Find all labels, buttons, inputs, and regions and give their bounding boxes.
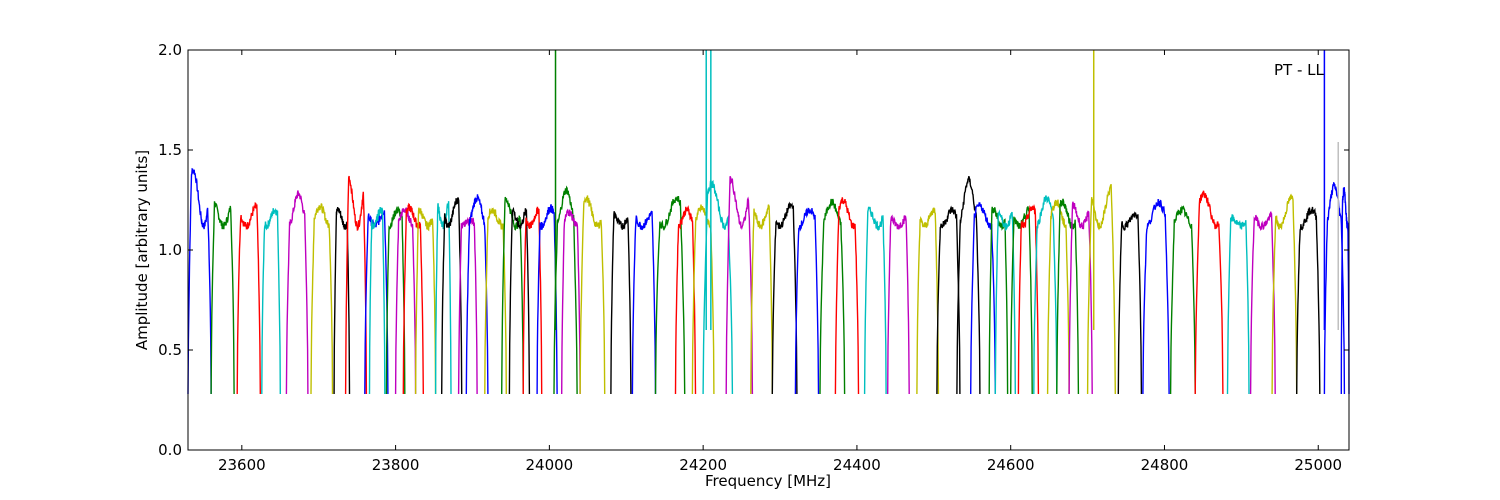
series-line [794,207,820,395]
x-tick-label: 24000 [526,456,574,474]
plot-frame [187,49,1350,451]
series-line [414,207,437,395]
series-line [916,207,940,395]
y-tick-label: 0.0 [158,441,182,459]
series-line [1142,198,1170,395]
series-line [333,207,351,395]
series-line [1017,204,1040,395]
series-line [1169,205,1196,395]
series-line [1068,201,1093,395]
y-tick-label: 2.0 [158,41,182,59]
series-line [988,206,1009,395]
series-line [210,201,235,395]
series-line [994,209,1016,395]
series-line [1226,214,1250,395]
series-traces [187,167,1350,395]
series-line [364,210,389,395]
y-axis-ticks: 0.0 0.5 1.0 1.5 2.0 [158,41,1349,459]
series-line [834,197,860,395]
series-line [484,207,507,395]
series-line [536,204,558,395]
series-line [385,205,406,395]
spike-lines [554,50,1339,330]
series-line [750,204,773,395]
x-axis-label: Frequency [MHz] [705,472,831,490]
series-line [819,198,846,395]
series-line [771,201,798,395]
series-line [863,206,887,395]
series-line [508,206,531,395]
series-line [441,197,463,395]
series-line [434,201,452,395]
series-line [1323,181,1346,395]
series-line [236,202,261,395]
series-line [936,205,961,395]
series-line [1056,198,1080,395]
y-tick-label: 0.5 [158,341,182,359]
series-line [887,214,910,395]
x-tick-label: 23600 [218,456,266,474]
series-line [1340,187,1350,395]
series-line [344,175,368,395]
series-line [310,203,334,395]
series-line [368,206,386,395]
series-line [187,167,212,395]
x-tick-label: 25000 [1294,456,1342,474]
series-line [631,210,657,395]
y-tick-label: 1.5 [158,141,182,159]
series-line [1086,184,1117,395]
series-line [725,176,754,395]
series-line [1271,193,1298,395]
series-line [261,207,281,395]
series-line [610,211,632,395]
x-tick-label: 24400 [833,456,881,474]
series-line [285,190,309,395]
x-tick-label: 24800 [1141,456,1189,474]
y-axis-label: Amplitude [arbitrary units] [133,150,151,350]
series-line [1117,211,1143,395]
series-line [1010,206,1033,395]
series-line [1046,199,1070,395]
x-tick-label: 24200 [679,456,727,474]
series-line [579,195,606,395]
series-line [402,202,424,395]
x-tick-label: 23800 [372,456,420,474]
series-line [1295,206,1321,395]
x-tick-label: 24600 [987,456,1035,474]
y-tick-label: 1.0 [158,241,182,259]
chart-annotation: PT - LL [1274,61,1325,79]
series-line [702,179,734,395]
series-line [1033,195,1058,395]
series-line [561,208,581,395]
x-axis-ticks: 23600 23800 24000 24200 24400 24600 24800 25000 [218,50,1342,474]
series-line [654,195,686,395]
series-line [1249,211,1276,395]
series-line [465,194,489,395]
series-line [522,206,543,395]
series-line [674,205,697,395]
series-line [457,216,478,395]
series-line [1194,190,1224,395]
